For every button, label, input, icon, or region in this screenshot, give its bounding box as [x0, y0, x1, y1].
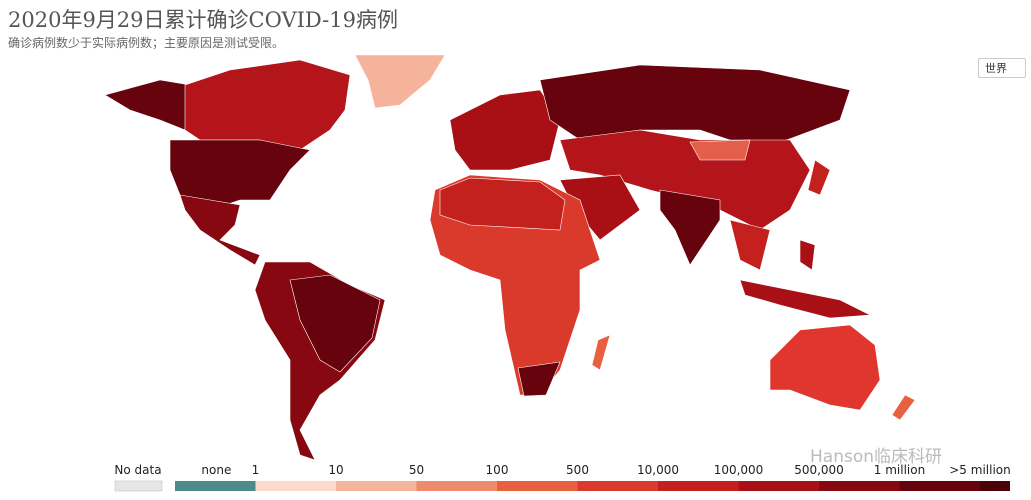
usa [169, 139, 311, 211]
countries [104, 54, 916, 461]
australia [769, 324, 881, 411]
subtitle: 确诊病例数少于实际病例数；主要原因是测试受限。 [8, 36, 285, 50]
legend-label: 1 [252, 463, 260, 477]
legend-swatch [336, 481, 417, 491]
title: 2020年9月29日累计确诊COVID-19病例 [8, 8, 398, 32]
canada [184, 59, 351, 151]
japan [807, 159, 831, 196]
legend-label: 10,000 [637, 463, 679, 477]
indonesia [739, 279, 872, 319]
south-africa [517, 361, 561, 397]
legend-swatch [819, 481, 900, 491]
legend-swatch [899, 481, 980, 491]
mongolia [689, 139, 751, 161]
new-zealand [891, 394, 916, 421]
region-selector[interactable]: 世界 [978, 58, 1026, 78]
legend-swatch [416, 481, 497, 491]
legend-label: none [201, 463, 231, 477]
legend-swatch [255, 481, 336, 491]
legend-swatch [658, 481, 739, 491]
greenland [354, 54, 446, 109]
legend-label: 500,000 [794, 463, 844, 477]
legend-swatch [175, 481, 256, 491]
legend: No data none 1 10 50 100 500 10,000 100,000 500,0… [114, 463, 1011, 492]
watermark: Hanson临床科研 [810, 447, 942, 467]
legend-label: 50 [409, 463, 424, 477]
legend-swatch [980, 481, 1010, 491]
madagascar [591, 334, 611, 371]
legend-label: 500 [566, 463, 589, 477]
legend-label: 100 [486, 463, 509, 477]
legend-swatch [738, 481, 819, 491]
southeast-asia [729, 219, 771, 271]
legend-label: 100,000 [714, 463, 764, 477]
no-data-swatch [114, 480, 163, 492]
europe [449, 89, 561, 171]
legend-swatch [577, 481, 658, 491]
alaska [104, 79, 191, 131]
india [659, 189, 721, 266]
legend-label: 10 [328, 463, 343, 477]
no-data-label: No data [114, 463, 161, 477]
legend-label: >5 million [949, 463, 1010, 477]
north-africa [439, 177, 566, 231]
brazil [289, 274, 381, 373]
mexico [179, 194, 261, 266]
legend-swatch [497, 481, 578, 491]
legend-label: 1 million [874, 463, 925, 477]
philippines [799, 239, 816, 271]
